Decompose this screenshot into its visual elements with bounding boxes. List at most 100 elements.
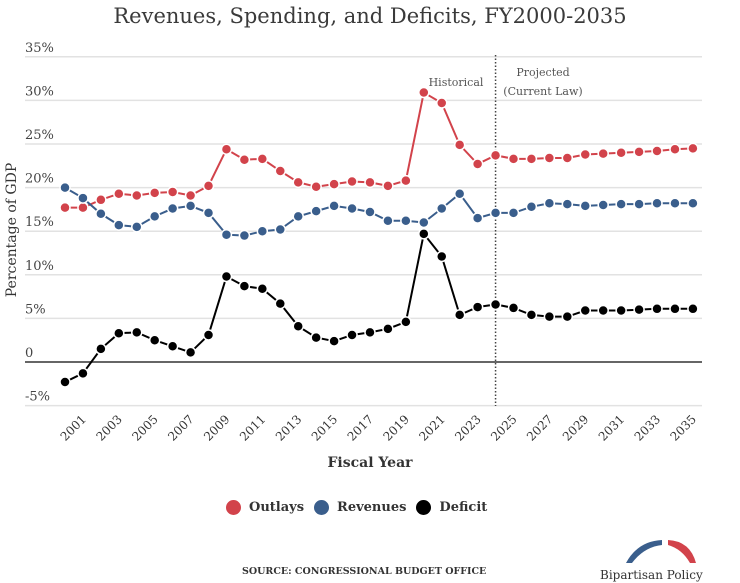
- data-point-outlays: [561, 152, 574, 164]
- data-point-deficit: [525, 309, 538, 321]
- data-point-outlays: [77, 201, 89, 214]
- data-point-revenues: [364, 206, 376, 218]
- data-point-outlays: [435, 97, 448, 109]
- data-point-revenues: [77, 192, 89, 204]
- data-point-outlays: [579, 148, 592, 161]
- data-point-deficit: [400, 316, 412, 328]
- data-point-revenues: [346, 202, 358, 215]
- y-tick-label: 25%: [25, 128, 54, 143]
- projected-annotation-sub: (Current Law): [503, 85, 582, 98]
- data-point-revenues: [435, 202, 448, 215]
- data-point-outlays: [310, 180, 322, 193]
- data-point-deficit: [687, 303, 699, 315]
- chart-title: Revenues, Spending, and Deficits, FY2000…: [113, 4, 627, 28]
- legend-item-outlays[interactable]: Outlays: [226, 500, 304, 515]
- x-tick-label: 2021: [416, 412, 447, 443]
- data-point-revenues: [95, 208, 107, 220]
- data-point-deficit: [310, 331, 322, 344]
- x-tick-label: 2005: [129, 412, 160, 443]
- data-point-outlays: [669, 143, 681, 155]
- y-tick-label: -5%: [25, 390, 50, 405]
- x-tick-label: 2029: [560, 412, 591, 443]
- data-point-outlays: [131, 189, 143, 202]
- data-point-revenues: [687, 197, 699, 210]
- data-point-deficit: [489, 298, 502, 311]
- data-point-deficit: [346, 329, 358, 341]
- data-point-deficit: [543, 310, 556, 323]
- y-axis-label: Percentage of GDP: [4, 163, 20, 297]
- data-point-revenues: [184, 200, 197, 212]
- legend-marker-revenues: [314, 500, 330, 515]
- data-point-deficit: [328, 335, 340, 347]
- legend-item-revenues[interactable]: Revenues: [314, 500, 406, 515]
- legend-label: Outlays: [249, 500, 305, 515]
- x-tick-label: 2017: [345, 412, 376, 443]
- data-point-revenues: [113, 219, 125, 231]
- historical-annotation: Historical: [429, 76, 484, 89]
- data-point-outlays: [256, 153, 269, 165]
- data-point-outlays: [202, 180, 215, 192]
- data-point-outlays: [543, 152, 556, 164]
- data-point-revenues: [471, 212, 484, 224]
- source-note: SOURCE: CONGRESSIONAL BUDGET OFFICE: [242, 566, 487, 577]
- y-tick-label: 35%: [25, 41, 54, 56]
- data-point-revenues: [256, 225, 269, 237]
- x-tick-label: 2001: [58, 412, 89, 443]
- data-point-deficit: [453, 309, 466, 321]
- data-point-revenues: [453, 187, 466, 200]
- data-point-outlays: [651, 145, 663, 157]
- data-point-deficit: [220, 270, 233, 283]
- legend-item-deficit[interactable]: Deficit: [416, 500, 487, 515]
- data-point-revenues: [148, 210, 161, 223]
- data-point-revenues: [382, 214, 394, 227]
- data-point-revenues: [633, 198, 645, 210]
- data-point-outlays: [382, 180, 394, 192]
- data-point-outlays: [346, 175, 358, 188]
- legend-marker-deficit: [416, 500, 432, 515]
- data-point-outlays: [615, 146, 627, 159]
- data-point-outlays: [328, 178, 340, 190]
- data-point-deficit: [256, 283, 269, 295]
- data-point-deficit: [131, 326, 143, 339]
- data-point-revenues: [238, 229, 251, 242]
- data-point-revenues: [400, 214, 412, 227]
- data-point-deficit: [166, 340, 179, 353]
- x-tick-label: 2015: [309, 412, 340, 443]
- legend-marker-outlays: [226, 500, 241, 515]
- data-point-revenues: [561, 198, 574, 210]
- data-point-revenues: [543, 197, 556, 210]
- data-point-outlays: [220, 143, 233, 155]
- data-point-outlays: [238, 153, 251, 166]
- data-point-outlays: [687, 142, 699, 155]
- data-point-outlays: [184, 189, 197, 202]
- data-point-revenues: [59, 181, 71, 194]
- data-point-outlays: [633, 146, 645, 158]
- data-point-outlays: [148, 187, 161, 199]
- data-point-outlays: [113, 187, 125, 200]
- data-point-deficit: [202, 329, 215, 341]
- legend-label: Deficit: [439, 500, 488, 515]
- x-tick-label: 2003: [93, 412, 124, 443]
- data-point-revenues: [328, 200, 340, 212]
- data-point-outlays: [364, 176, 376, 189]
- x-tick-label: 2035: [668, 412, 699, 443]
- x-tick-label: 2011: [237, 412, 268, 443]
- legend: Outlays Revenues Deficit: [226, 500, 497, 515]
- data-point-deficit: [669, 303, 681, 315]
- data-point-outlays: [471, 158, 484, 170]
- data-point-revenues: [166, 202, 179, 215]
- data-point-deficit: [507, 302, 520, 314]
- data-point-revenues: [597, 199, 609, 211]
- data-point-deficit: [238, 280, 251, 292]
- data-point-outlays: [489, 149, 502, 162]
- data-point-outlays: [95, 194, 107, 206]
- x-tick-label: 2013: [273, 412, 304, 443]
- data-point-deficit: [292, 320, 304, 332]
- data-point-deficit: [633, 303, 645, 316]
- y-tick-label: 20%: [25, 172, 54, 187]
- x-tick-label: 2025: [488, 412, 519, 443]
- x-axis-label: Fiscal Year: [327, 455, 413, 471]
- data-point-outlays: [400, 174, 412, 187]
